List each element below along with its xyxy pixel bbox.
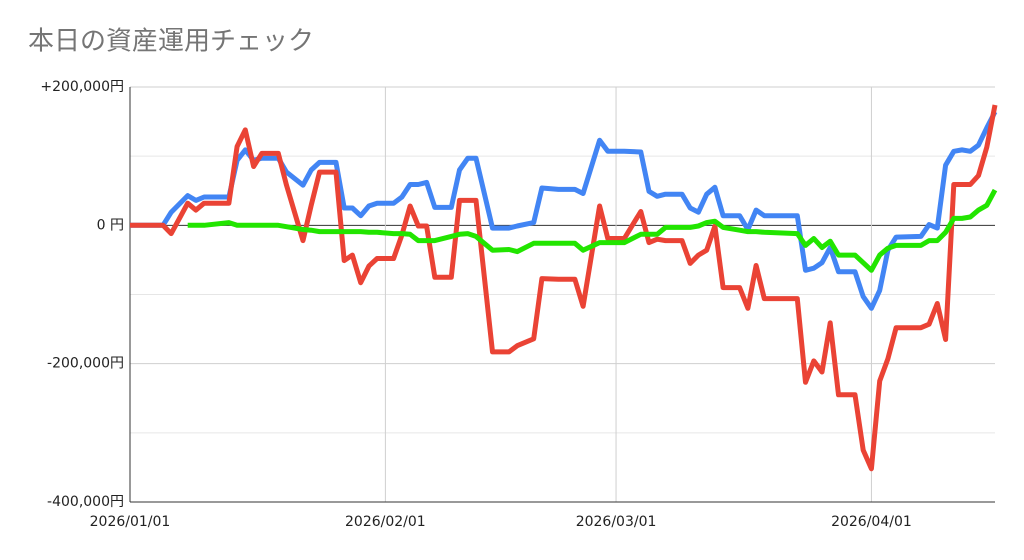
chart-title: 本日の資産運用チェック	[28, 27, 314, 57]
y-tick-label: -200,000円	[47, 356, 124, 372]
x-tick-label: 2026/04/01	[831, 514, 912, 530]
series-line	[130, 104, 998, 472]
y-tick-label: +200,000円	[40, 79, 124, 95]
series-line	[187, 188, 998, 273]
x-tick-label: 2026/02/01	[345, 514, 426, 530]
series-line	[130, 110, 998, 311]
y-tick-label: 0 円	[97, 217, 124, 233]
y-tick-label: -400,000円	[47, 494, 124, 510]
x-tick-label: 2026/01/01	[90, 514, 171, 530]
x-tick-label: 2026/03/01	[576, 514, 657, 530]
